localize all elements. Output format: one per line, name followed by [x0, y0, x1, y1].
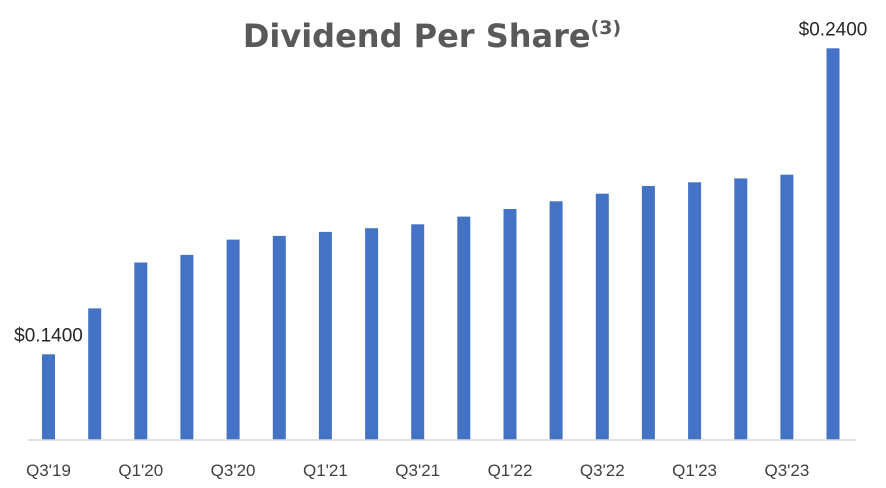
x-tick-label: Q3'20: [211, 461, 256, 480]
bar-q2-22: [549, 201, 563, 440]
x-tick-labels: Q3'19 Q1'20 Q3'20 Q1'21 Q3'21 Q1'22 Q3'22 Q1'23…: [26, 461, 809, 480]
bar-q3-21: [411, 224, 425, 440]
bar-q2-21: [365, 228, 379, 440]
bar-q3-19: [42, 354, 55, 440]
x-tick-label: Q1'23: [672, 461, 717, 480]
bar-q1-23: [688, 182, 702, 441]
bar-q2-20: [180, 254, 194, 440]
data-label: $0.1400: [14, 325, 83, 346]
chart-title: Dividend Per Share(3): [243, 17, 621, 55]
bar-q3-22: [595, 193, 609, 440]
data-label: $0.2400: [799, 19, 868, 40]
chart-title-text: Dividend Per Share: [243, 17, 591, 55]
chart-title-superscript: (3): [591, 17, 622, 39]
bar-q3-20: [226, 239, 240, 440]
x-tick-label: Q1'20: [118, 461, 163, 480]
x-tick-label: Q3'22: [580, 461, 625, 480]
x-tick-label: Q3'23: [764, 461, 809, 480]
bar-q1-21: [318, 231, 332, 440]
x-tick-label: Q3'19: [26, 461, 71, 480]
bar-q4-19: [88, 308, 102, 440]
data-labels: $0.1400 $0.2400: [14, 19, 867, 346]
bar-q4-23: [826, 48, 840, 441]
bar-q4-20: [272, 235, 286, 440]
bar-q1-20: [134, 262, 148, 440]
bars-group: [42, 48, 840, 441]
x-tick-label: Q1'22: [488, 461, 533, 480]
x-tick-label: Q3'21: [395, 461, 440, 480]
bar-q1-22: [503, 209, 517, 440]
bar-q4-21: [457, 216, 471, 440]
x-tick-label: Q1'21: [303, 461, 348, 480]
bar-q3-23: [780, 174, 794, 440]
bar-q2-23: [734, 178, 748, 440]
bar-q4-22: [641, 186, 655, 440]
